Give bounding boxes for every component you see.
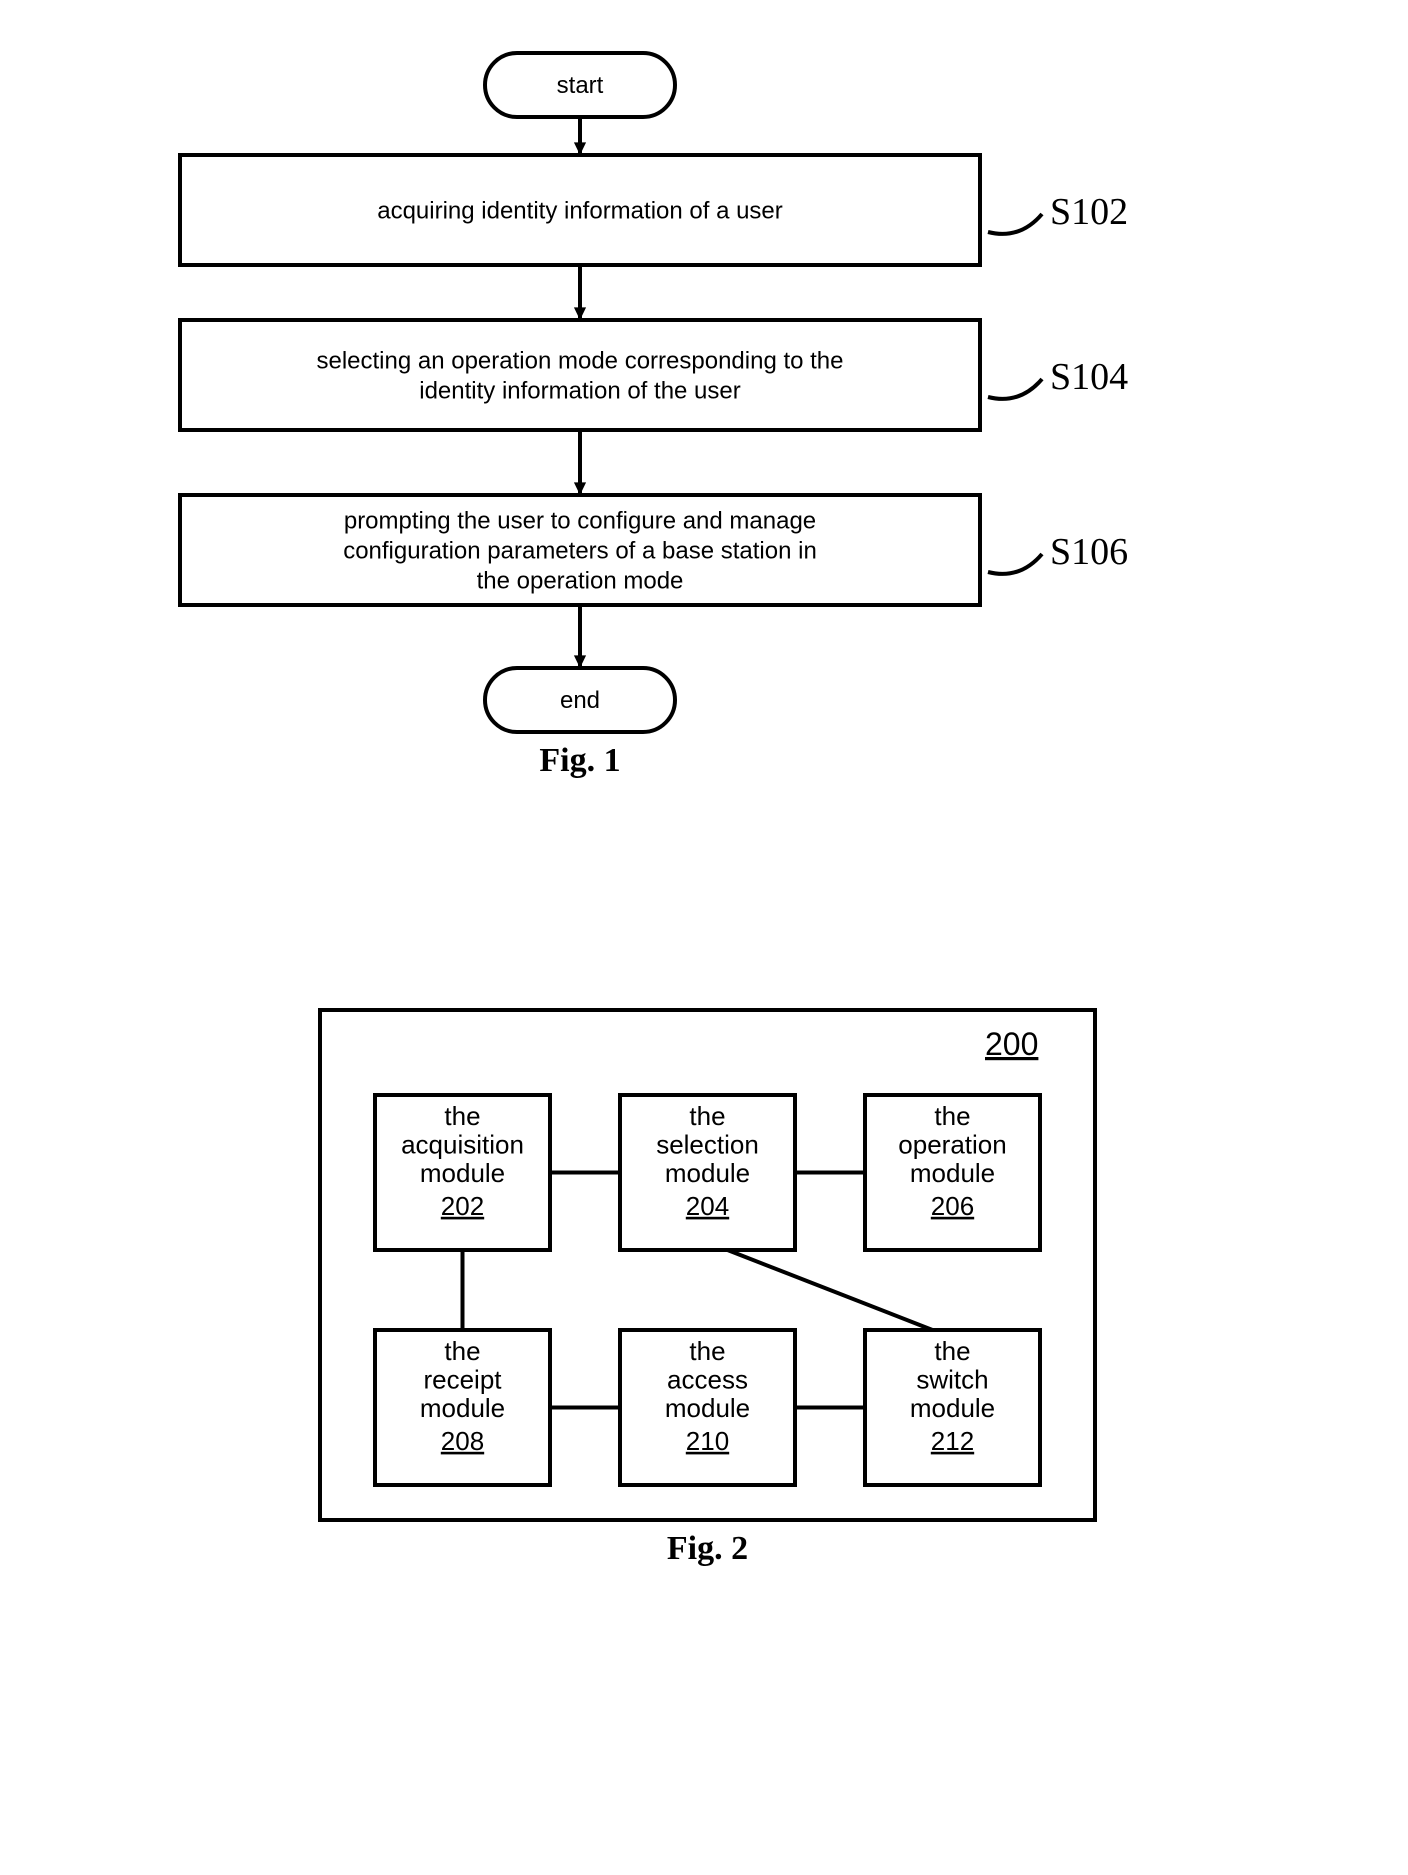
figure1-caption: Fig. 1	[500, 742, 660, 780]
svg-text:module: module	[665, 1393, 750, 1423]
svg-text:module: module	[665, 1158, 750, 1188]
svg-text:selection: selection	[656, 1130, 759, 1160]
svg-text:210: 210	[686, 1426, 729, 1456]
svg-text:access: access	[667, 1365, 748, 1395]
svg-text:206: 206	[931, 1191, 974, 1221]
svg-text:operation: operation	[898, 1130, 1006, 1160]
svg-text:module: module	[420, 1158, 505, 1188]
svg-text:S104: S104	[1050, 356, 1128, 398]
svg-text:the: the	[934, 1336, 970, 1366]
svg-text:the: the	[444, 1101, 480, 1131]
svg-text:module: module	[420, 1393, 505, 1423]
svg-text:start: start	[557, 72, 604, 99]
diagram-svg: start acquiring identity information of a…	[0, 0, 1408, 1875]
svg-text:204: 204	[686, 1191, 729, 1221]
svg-text:acquisition: acquisition	[401, 1130, 524, 1160]
svg-text:208: 208	[441, 1426, 484, 1456]
svg-text:the: the	[934, 1101, 970, 1131]
svg-text:212: 212	[931, 1426, 974, 1456]
svg-text:module: module	[910, 1158, 995, 1188]
svg-text:module: module	[910, 1393, 995, 1423]
svg-text:end: end	[560, 687, 600, 714]
svg-text:acquiring identity information: acquiring identity information of a user	[377, 197, 783, 224]
figure2-caption: Fig. 2	[628, 1530, 788, 1568]
svg-text:the: the	[444, 1336, 480, 1366]
svg-text:the: the	[689, 1336, 725, 1366]
svg-text:the: the	[689, 1101, 725, 1131]
svg-text:selecting an operation mode co: selecting an operation mode correspondin…	[316, 347, 843, 404]
svg-text:S106: S106	[1050, 531, 1128, 573]
svg-text:switch: switch	[916, 1365, 988, 1395]
svg-text:receipt: receipt	[423, 1365, 502, 1395]
svg-text:202: 202	[441, 1191, 484, 1221]
page-container: start acquiring identity information of a…	[0, 0, 1408, 1875]
svg-text:200: 200	[985, 1026, 1038, 1062]
svg-text:prompting the user to configur: prompting the user to configure and mana…	[343, 507, 817, 594]
svg-text:S102: S102	[1050, 191, 1128, 233]
